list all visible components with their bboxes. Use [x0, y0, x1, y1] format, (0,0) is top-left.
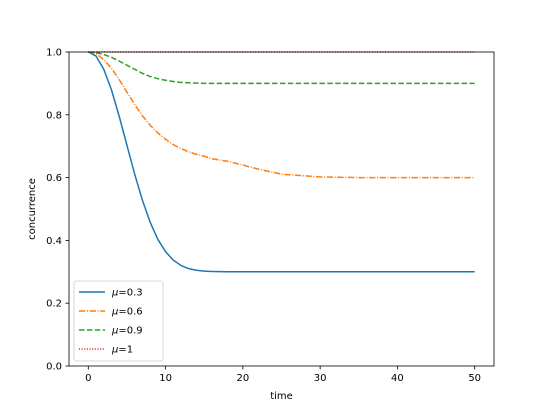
x-tick-label: 20 [236, 373, 249, 384]
y-tick-label: 0.0 [46, 362, 62, 373]
plot-area-frame [68, 51, 495, 367]
legend-label-1: μ=0.6 [111, 307, 143, 318]
x-tick-label: 10 [159, 373, 172, 384]
legend-box [73, 280, 164, 362]
series-line-0 [87, 51, 475, 273]
series-line-2 [88, 51, 475, 85]
series-line-1 [88, 51, 475, 179]
x-tick-label: 40 [391, 373, 404, 384]
x-tick-label: 30 [314, 373, 327, 384]
y-tick-label: 1.0 [46, 48, 62, 59]
legend-label-0: μ=0.3 [111, 288, 143, 299]
plot-lines [87, 51, 475, 273]
x-tick-label: 50 [468, 373, 481, 384]
x-axis: 0 10 20 30 40 50 [85, 366, 481, 384]
legend-label-2: μ=0.9 [111, 326, 143, 337]
y-tick-label: 0.6 [46, 173, 62, 184]
legend: μ=0.3 μ=0.6 μ=0.9 μ=1 [73, 280, 164, 362]
y-tick-label: 0.4 [46, 236, 62, 247]
x-axis-label: time [270, 391, 293, 402]
y-axis-label: concurrence [27, 178, 38, 240]
legend-label-3: μ=1 [111, 345, 133, 356]
y-tick-label: 0.2 [46, 299, 62, 310]
y-tick-label: 0.8 [46, 110, 62, 121]
x-tick-label: 0 [85, 373, 91, 384]
y-axis: 0.0 0.2 0.4 0.6 0.8 1.0 [46, 48, 69, 373]
